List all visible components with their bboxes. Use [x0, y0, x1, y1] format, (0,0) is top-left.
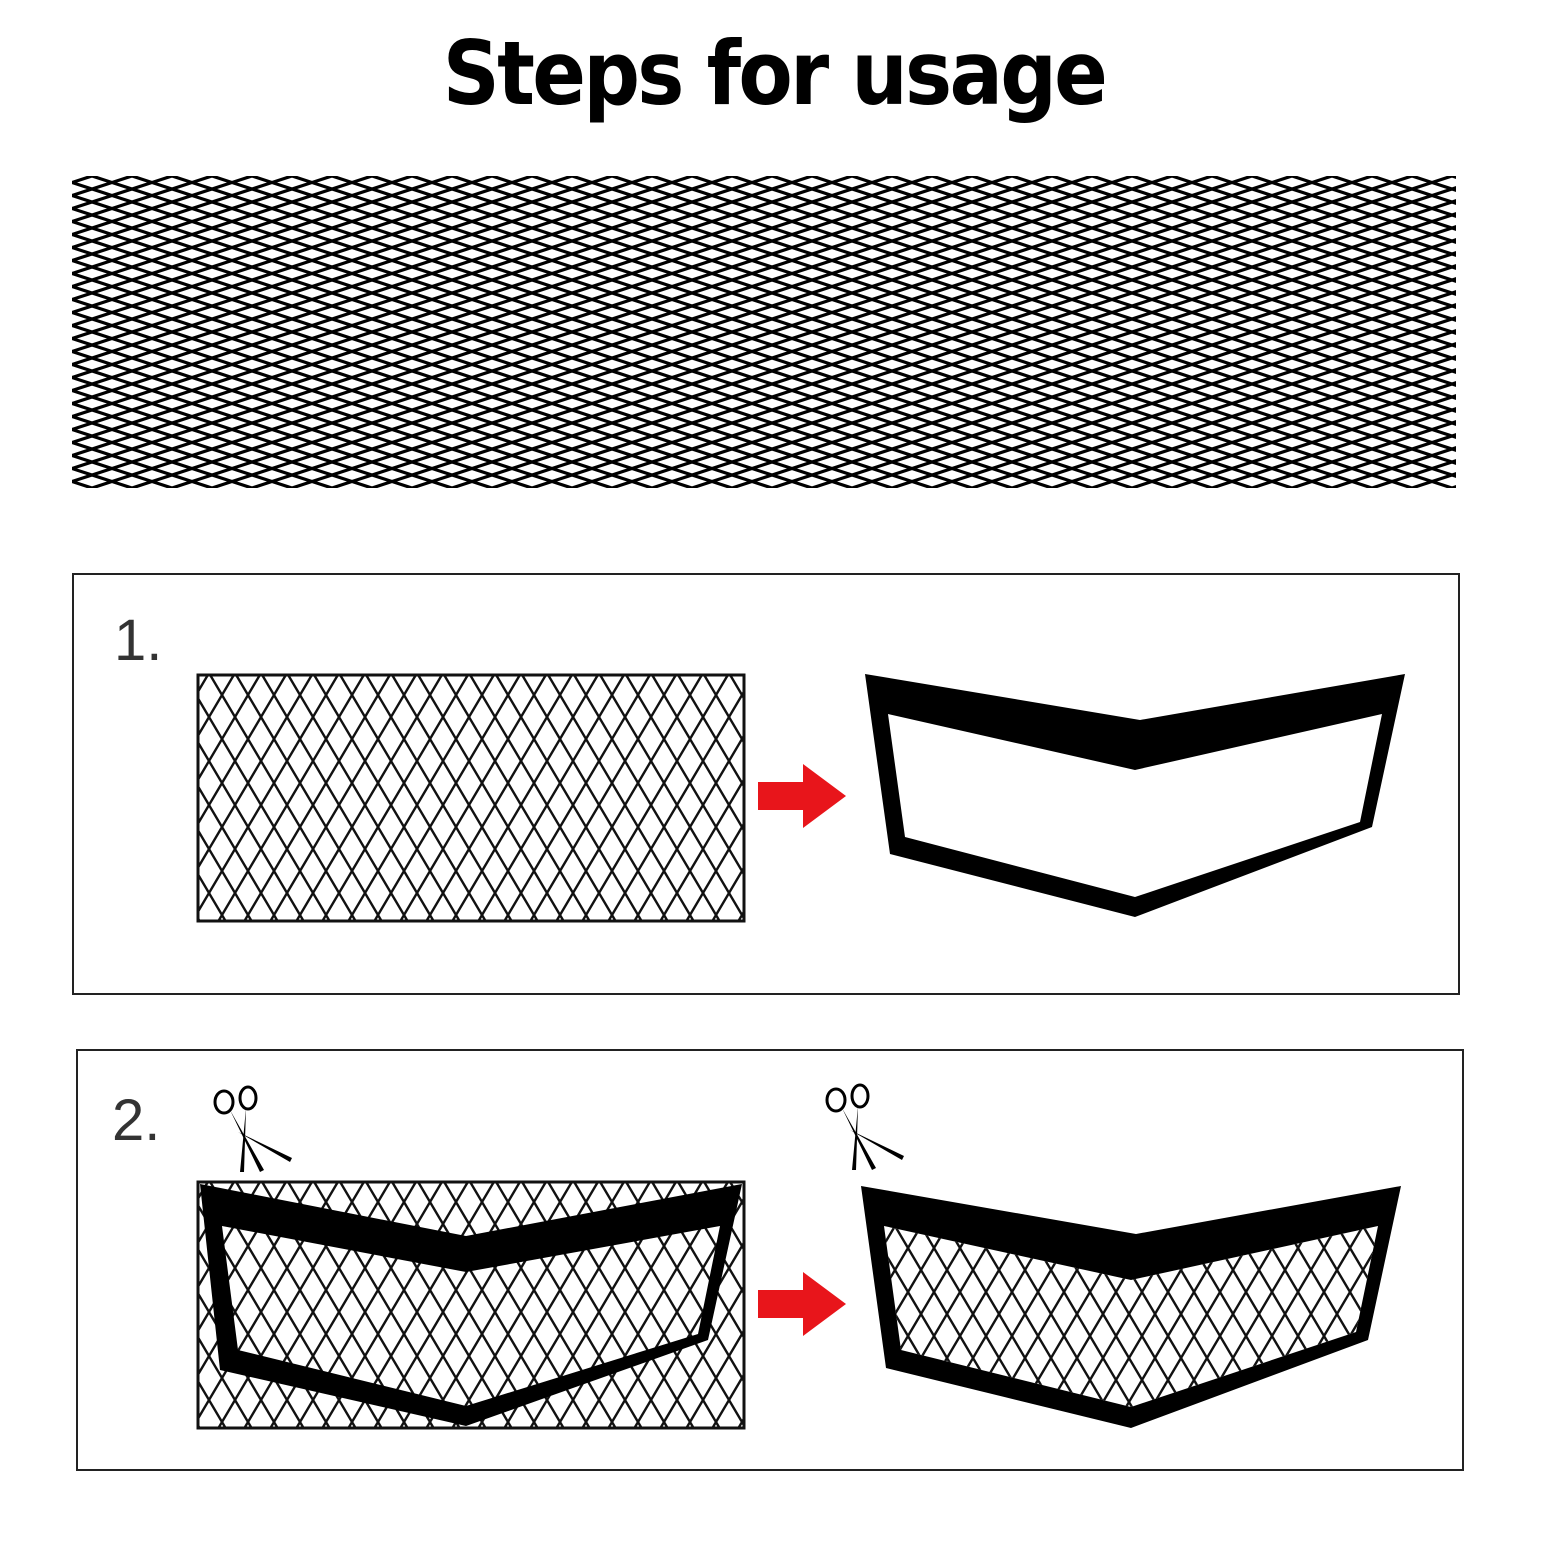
scissors-icon	[820, 1082, 910, 1172]
arrow-right-icon	[758, 1272, 848, 1336]
step-1-mesh-sheet	[196, 673, 746, 923]
scissors-icon	[208, 1084, 298, 1174]
step-1-grille-outline	[860, 672, 1410, 922]
arrow-right-icon	[758, 764, 848, 828]
step-2-finished-grille	[856, 1182, 1406, 1432]
step-2-mesh-with-template	[196, 1180, 746, 1430]
step-2-number: 2.	[112, 1087, 160, 1154]
mesh-sheet-image	[72, 176, 1456, 488]
step-1-number: 1.	[114, 607, 162, 674]
page-title: Steps for usage	[77, 22, 1470, 125]
